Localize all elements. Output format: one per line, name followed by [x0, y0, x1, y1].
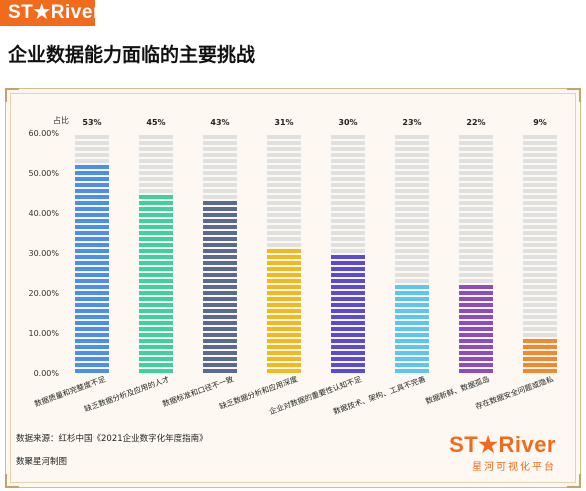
bar-background: [523, 135, 557, 373]
bar: [75, 165, 109, 373]
corner-ornament-icon: [567, 88, 581, 102]
y-axis-label: 占比: [53, 115, 69, 125]
y-tick-label: 50.00%: [28, 169, 59, 178]
source-note: 数据来源：红杉中国《2021企业数字化年度指南》: [16, 434, 208, 444]
bar: [331, 255, 365, 373]
bar-background: [459, 135, 493, 373]
y-tick-label: 10.00%: [28, 329, 59, 338]
data-label: 53%: [82, 118, 101, 127]
bar-background: [203, 135, 237, 373]
bar: [139, 195, 173, 373]
corner-ornament-icon: [567, 474, 581, 488]
credit-note: 数聚星河制图: [16, 457, 68, 467]
bar: [267, 249, 301, 373]
bar-background: [395, 135, 429, 373]
y-tick-label: 30.00%: [28, 249, 59, 258]
bar-background: [139, 135, 173, 373]
brand-name: 星河可视化平台: [472, 462, 556, 473]
bar: [395, 285, 429, 373]
panel-inner-border: [10, 93, 576, 483]
data-label: 9%: [533, 118, 547, 127]
corner-ornament-icon: [5, 474, 19, 488]
bar-background: [75, 135, 109, 373]
bar-background: [331, 135, 365, 373]
data-label: 43%: [210, 118, 229, 127]
page-title: 企业数据能力面临的主要挑战: [8, 44, 256, 66]
brand-logo: ST★River: [449, 432, 556, 457]
bar: [459, 285, 493, 373]
y-tick-label: 40.00%: [28, 209, 59, 218]
data-label: 45%: [146, 118, 165, 127]
data-label: 23%: [402, 118, 421, 127]
bar: [203, 201, 237, 373]
corner-ornament-icon: [5, 88, 19, 102]
bar-background: [267, 135, 301, 373]
data-label: 22%: [466, 118, 485, 127]
logo: ST★River: [0, 0, 100, 26]
data-label: 30%: [338, 118, 357, 127]
bar: [523, 339, 557, 373]
y-tick-label: 0.00%: [34, 369, 60, 378]
y-tick-label: 60.00%: [28, 129, 59, 138]
data-label: 31%: [274, 118, 293, 127]
y-tick-label: 20.00%: [28, 289, 59, 298]
